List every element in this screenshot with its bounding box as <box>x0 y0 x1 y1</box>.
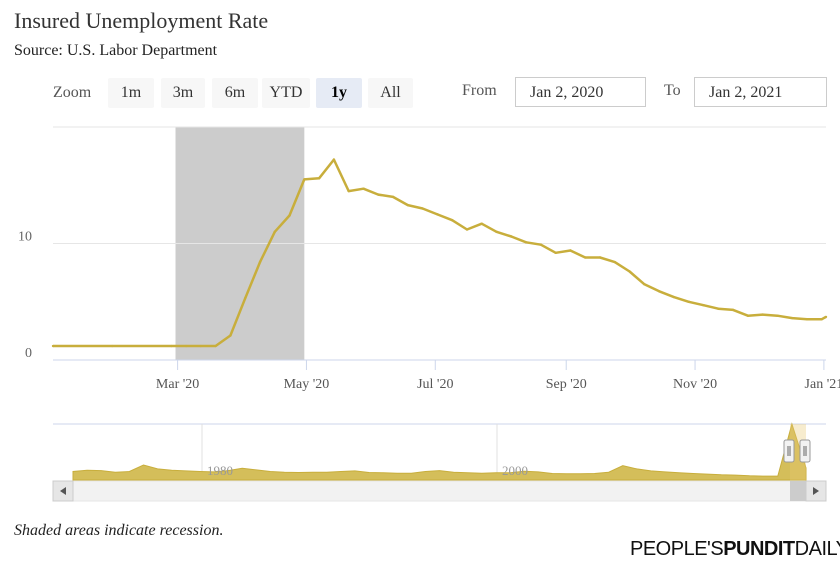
zoom-label: Zoom <box>53 84 92 101</box>
data-point <box>628 270 631 273</box>
data-point <box>687 300 690 303</box>
data-point <box>510 235 513 238</box>
x-tick-label: Sep '20 <box>546 377 587 392</box>
navigator[interactable]: 1980 2000 <box>53 422 826 481</box>
data-point <box>731 308 735 312</box>
data-point <box>791 316 794 320</box>
from-date-input[interactable]: Jan 2, 2020 <box>515 77 646 107</box>
data-point <box>465 228 469 231</box>
data-point <box>824 315 828 319</box>
x-tick-label: Nov '20 <box>673 377 717 392</box>
data-point <box>421 207 424 210</box>
data-point <box>657 290 661 293</box>
zoom-3m-button[interactable]: 3m <box>161 78 205 108</box>
data-point <box>288 214 291 217</box>
navigator-area <box>72 422 807 481</box>
zoom-all-button[interactable]: All <box>368 78 413 108</box>
navigator-label-2000: 2000 <box>502 463 528 478</box>
chart-subtitle: Source: U.S. Labor Department <box>14 42 218 59</box>
data-point <box>362 187 365 190</box>
data-point <box>229 334 232 337</box>
brand-part-1: PEOPLE'S <box>630 538 724 560</box>
zoom-ytd-button[interactable]: YTD <box>262 78 310 108</box>
data-point <box>347 189 350 193</box>
scrollbar-thumb[interactable] <box>790 481 806 501</box>
data-point <box>332 158 336 161</box>
arrow-left-icon <box>60 487 66 495</box>
series-line <box>53 158 827 348</box>
data-point <box>317 177 321 180</box>
data-point <box>258 260 262 264</box>
data-point <box>436 213 439 216</box>
data-point <box>820 318 823 321</box>
x-tick-label: Mar '20 <box>156 377 199 392</box>
data-point <box>170 344 173 348</box>
from-label: From <box>462 82 497 99</box>
data-point <box>805 318 809 321</box>
arrow-right-icon <box>813 487 819 495</box>
brand-logo: PEOPLE'SPUNDITDAILY <box>630 538 840 561</box>
data-point <box>643 283 646 286</box>
zoom-6m-button[interactable]: 6m <box>212 78 258 108</box>
data-point <box>199 344 203 348</box>
data-point <box>776 314 779 317</box>
data-point <box>184 344 188 348</box>
chart-svg: 0 10 Mar '20 May '20 Jul '20 Sep '20 Nov '20 J… <box>18 126 840 502</box>
data-point <box>406 203 410 207</box>
data-point <box>613 260 616 264</box>
data-point <box>480 222 483 225</box>
navigator-right-handle[interactable] <box>799 439 811 463</box>
y-tick-label: 10 <box>18 230 32 245</box>
data-point <box>391 195 395 199</box>
recession-footnote: Shaded areas indicate recession. <box>14 522 224 539</box>
data-point <box>584 256 587 259</box>
data-point <box>243 297 247 300</box>
main-plot: 0 10 Mar '20 May '20 Jul '20 Sep '20 Nov '20 J… <box>18 126 840 392</box>
zoom-1y-button[interactable]: 1y <box>316 78 362 108</box>
data-point <box>702 304 705 307</box>
navigator-left-handle[interactable] <box>783 439 795 463</box>
navigator-label-1980: 1980 <box>207 463 233 478</box>
scrollbar-track[interactable] <box>52 480 827 502</box>
navigator-selection[interactable] <box>790 424 806 480</box>
data-point <box>377 193 380 196</box>
data-point <box>450 219 454 222</box>
data-point <box>303 178 306 181</box>
data-point <box>495 230 498 234</box>
data-point <box>746 314 750 317</box>
data-point <box>214 344 217 348</box>
data-point <box>110 344 114 348</box>
x-tick-label: Jul '20 <box>417 377 453 392</box>
to-date-input[interactable]: Jan 2, 2021 <box>694 77 827 107</box>
data-point <box>569 249 572 252</box>
data-point <box>273 230 276 234</box>
zoom-1m-button[interactable]: 1m <box>108 78 154 108</box>
to-label: To <box>664 82 681 99</box>
chart-title: Insured Unemployment Rate <box>14 8 269 33</box>
brand-part-3: DAILY <box>794 538 840 560</box>
scrollbar[interactable] <box>52 480 827 502</box>
x-tick-label: Jan '21 <box>805 377 840 392</box>
data-point <box>524 241 528 244</box>
data-point <box>672 295 676 299</box>
data-point <box>539 243 543 246</box>
x-tick-label: May '20 <box>284 377 330 392</box>
y-tick-label: 0 <box>25 346 32 361</box>
data-point <box>51 344 55 348</box>
data-point <box>717 307 720 310</box>
data-point <box>598 256 602 259</box>
data-point <box>761 313 764 316</box>
brand-part-2: PUNDIT <box>723 538 795 560</box>
data-point <box>554 251 557 255</box>
